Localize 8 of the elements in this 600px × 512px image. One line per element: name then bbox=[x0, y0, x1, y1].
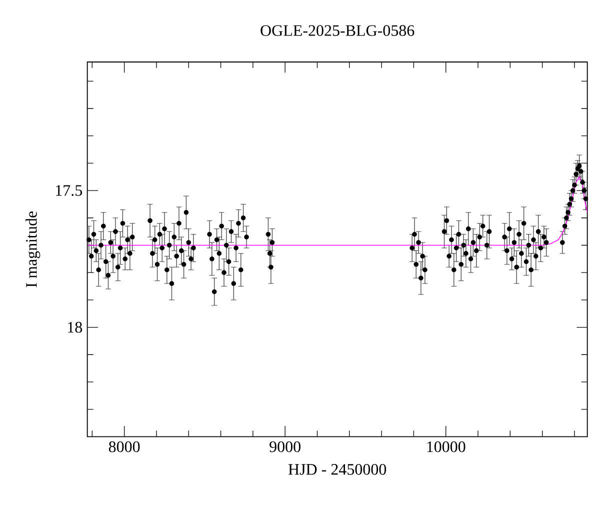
x-tick-label: 10000 bbox=[427, 441, 466, 452]
y-axis-title: I magnitude bbox=[26, 211, 40, 288]
chart-title: OGLE-2025-BLG-0586 bbox=[260, 25, 414, 36]
x-axis-title: HJD - 2450000 bbox=[288, 464, 386, 475]
y-tick-label: 18 bbox=[68, 322, 82, 333]
x-tick-label: 8000 bbox=[108, 441, 140, 452]
x-tick-label: 9000 bbox=[270, 441, 300, 452]
y-tick-label: 17.5 bbox=[56, 185, 82, 196]
